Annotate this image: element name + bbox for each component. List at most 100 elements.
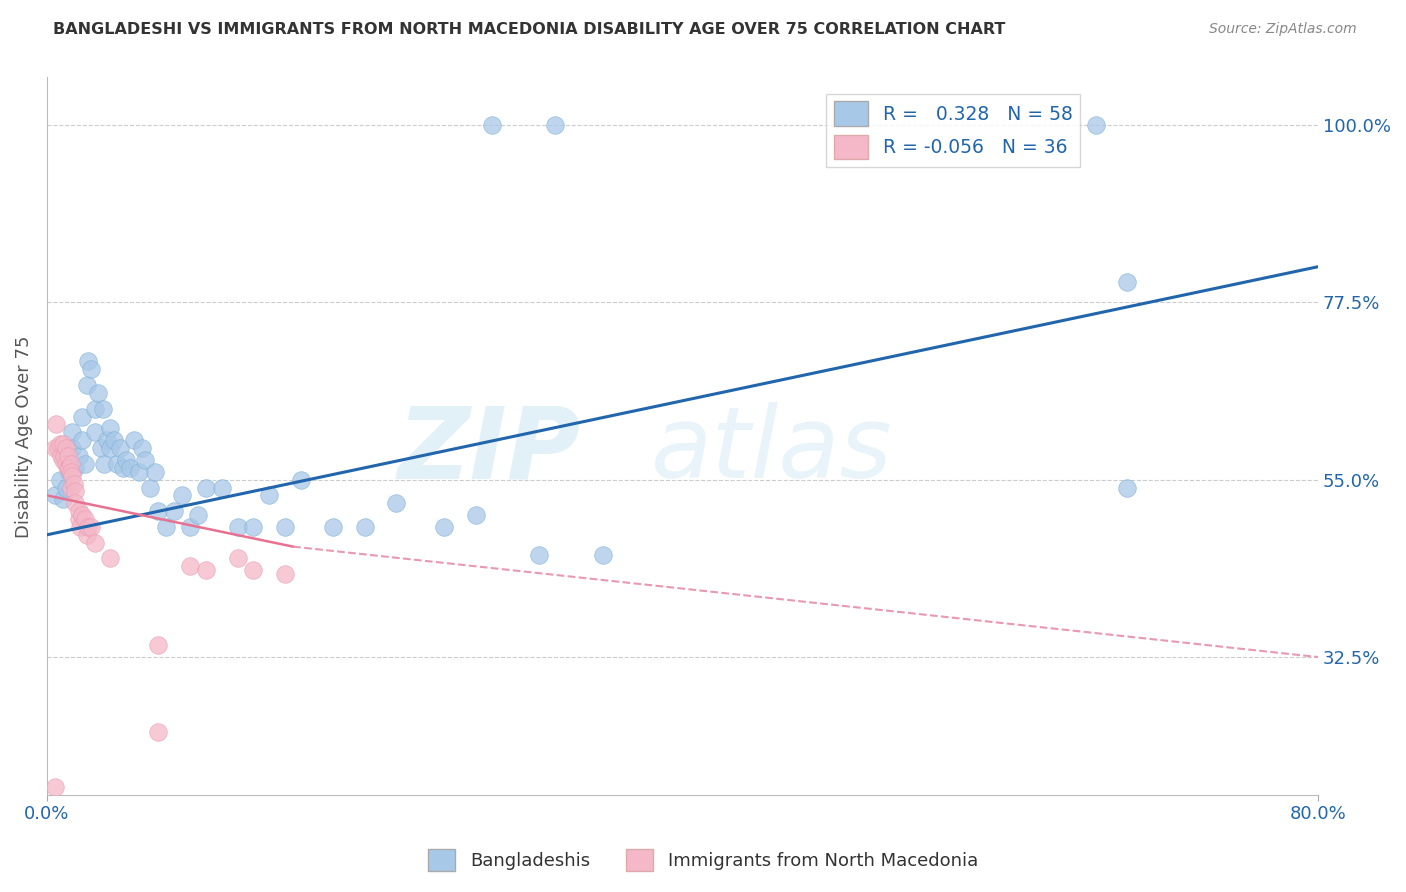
Point [76,378,98,392]
Point [1116,481,1139,495]
Point [60,441,83,455]
Point [55,457,77,471]
Point [90,441,112,455]
Point [353,520,375,534]
Point [385,496,408,510]
Point [124,433,146,447]
Point [58,465,80,479]
Point [194,481,217,495]
Point [100,421,122,435]
Text: Source: ZipAtlas.com: Source: ZipAtlas.com [1209,22,1357,37]
Point [96,433,118,447]
Point [70,409,93,424]
Point [69,520,91,534]
Point [139,481,162,495]
Point [226,520,249,534]
Point [83,401,105,416]
Point [108,441,131,455]
Point [46,441,69,455]
Point [51,449,73,463]
Point [52,492,75,507]
Point [143,465,166,479]
Point [59,465,82,479]
Point [226,551,249,566]
Point [73,512,96,526]
Point [73,457,96,471]
Point [56,449,79,463]
Point [80,520,103,534]
Legend: R =   0.328   N = 58, R = -0.056   N = 36: R = 0.328 N = 58, R = -0.056 N = 36 [827,94,1080,167]
Point [58,460,80,475]
Point [80,362,103,376]
Point [91,401,114,416]
Point [60,468,83,483]
Point [55,481,77,495]
Point [65,484,87,499]
Point [259,488,281,502]
Point [187,508,209,522]
Point [70,433,93,447]
Point [1084,118,1107,132]
Point [105,457,128,471]
Point [242,563,264,577]
Point [242,520,264,534]
Point [155,520,177,534]
Point [194,563,217,577]
Point [290,473,312,487]
Point [48,437,70,451]
Point [1116,276,1139,290]
Point [131,441,153,455]
Point [83,535,105,549]
Point [179,559,201,574]
Point [481,118,503,132]
Point [146,725,169,739]
Point [67,449,90,463]
Point [52,453,75,467]
Point [211,481,233,495]
Text: ZIP: ZIP [398,402,581,500]
Point [77,354,100,368]
Legend: Bangladeshis, Immigrants from North Macedonia: Bangladeshis, Immigrants from North Mace… [420,842,986,879]
Point [146,638,169,652]
Point [59,457,82,471]
Y-axis label: Disability Age Over 75: Disability Age Over 75 [15,335,32,538]
Point [146,504,169,518]
Point [65,496,87,510]
Point [115,453,138,467]
Point [77,520,100,534]
Point [100,441,122,455]
Point [48,473,70,487]
Point [103,433,125,447]
Text: BANGLADESHI VS IMMIGRANTS FROM NORTH MACEDONIA DISABILITY AGE OVER 75 CORRELATIO: BANGLADESHI VS IMMIGRANTS FROM NORTH MAC… [53,22,1005,37]
Point [163,504,186,518]
Point [100,551,122,566]
Point [70,508,93,522]
Point [44,780,66,794]
Point [59,481,82,495]
Point [118,460,141,475]
Point [134,453,156,467]
Point [55,441,77,455]
Point [76,528,98,542]
Point [112,460,135,475]
Point [63,476,86,491]
Point [87,385,110,400]
Text: atlas: atlas [651,402,893,500]
Point [529,548,551,562]
Point [45,417,67,432]
Point [433,520,456,534]
Point [128,465,150,479]
Point [274,567,297,582]
Point [56,460,79,475]
Point [44,441,66,455]
Point [60,425,83,440]
Point [322,520,344,534]
Point [53,449,76,463]
Point [44,488,66,502]
Point [465,508,488,522]
Point [83,425,105,440]
Point [179,520,201,534]
Point [52,437,75,451]
Point [65,460,87,475]
Point [544,118,567,132]
